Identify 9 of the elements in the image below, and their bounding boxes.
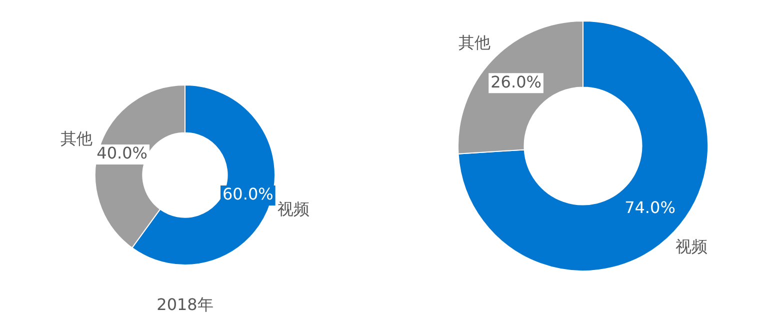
text: 2018年 bbox=[156, 295, 214, 316]
data-label: 26.0% bbox=[490, 72, 542, 92]
data-label: 40.0% bbox=[96, 144, 148, 163]
slice-label: 其他 bbox=[60, 128, 93, 148]
slice-label: 视频 bbox=[676, 237, 708, 256]
data-label: 60.0% bbox=[222, 184, 274, 204]
slice-label: 视频 bbox=[277, 199, 310, 218]
data-label: 74.0% bbox=[624, 198, 676, 218]
slice-label: 其他 bbox=[458, 33, 490, 52]
